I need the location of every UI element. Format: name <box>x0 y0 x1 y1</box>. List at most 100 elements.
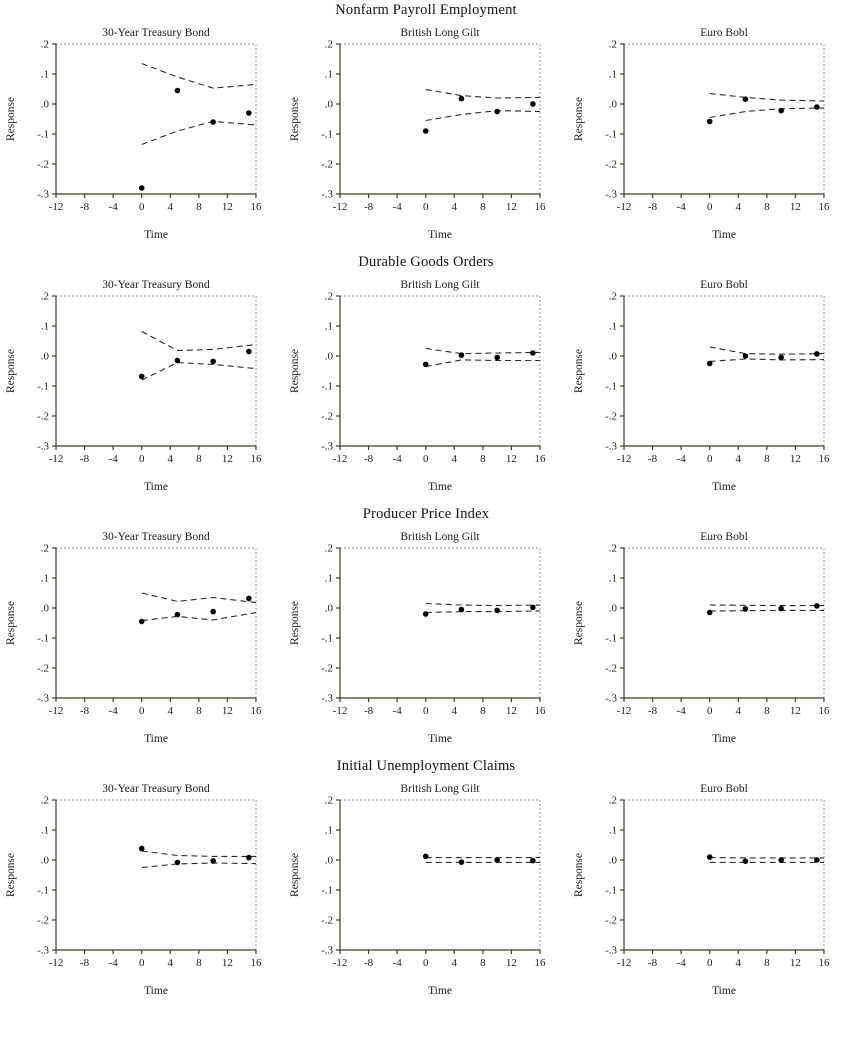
y-axis-label: Response <box>573 601 585 645</box>
x-tick-label: 0 <box>707 957 713 969</box>
x-tick-label: 16 <box>819 957 831 969</box>
chart-title: British Long Gilt <box>400 279 480 291</box>
y-tick-label: .2 <box>609 795 617 807</box>
y-axis-label: Response <box>573 97 585 141</box>
x-tick-label: -12 <box>49 201 64 213</box>
x-tick-label: 12 <box>790 201 801 213</box>
chart-cell: British Long Gilt .2 .1 .0 -.1 -.2 -.3 -12 -8 -4 0… <box>284 22 568 250</box>
confidence-band-upper <box>709 92 825 102</box>
y-tick-label: -.2 <box>321 159 333 171</box>
y-tick-label: -.3 <box>37 189 49 201</box>
x-tick-label: -12 <box>617 957 632 969</box>
data-point <box>246 854 252 861</box>
confidence-band-upper <box>141 592 257 604</box>
data-point <box>246 348 252 355</box>
data-point <box>174 87 181 94</box>
y-tick-label: -.1 <box>321 381 333 393</box>
section-title: Initial Unemployment Claims <box>336 758 516 774</box>
data-point <box>706 360 713 367</box>
confidence-band-lower <box>141 120 257 146</box>
y-tick-label: .0 <box>609 351 618 363</box>
impulse-response-chart: Euro Bobl .2 .1 .0 -.1 -.2 -.3-12 -8 -4 0 4 8 12 16 Re… <box>573 531 830 745</box>
x-tick-label: 4 <box>736 453 742 465</box>
data-point <box>458 352 465 358</box>
section-title: Nonfarm Payroll Employment <box>335 2 517 18</box>
x-tick-label: 4 <box>168 201 174 213</box>
y-axis-label: Response <box>289 601 301 645</box>
y-tick-label: -.2 <box>605 915 617 927</box>
y-tick-label: -.1 <box>321 129 333 141</box>
y-tick-label: .2 <box>325 795 333 807</box>
y-tick-label: .1 <box>325 321 333 333</box>
confidence-band-upper <box>141 62 257 89</box>
data-point <box>494 857 500 863</box>
data-point <box>210 358 216 365</box>
y-tick-label: -.3 <box>321 945 333 957</box>
impulse-response-chart: 30-Year Treasury Bond .2 .1 .0 -.1 -.2 -.3-12 -… <box>5 531 262 745</box>
confidence-band-upper <box>425 347 541 355</box>
y-tick-label: .2 <box>41 795 49 807</box>
data-point <box>138 618 145 625</box>
chart-title: 30-Year Treasury Bond <box>102 279 210 291</box>
x-tick-label: 8 <box>480 201 486 213</box>
x-axis-label: Time <box>144 985 168 997</box>
x-tick-label: 16 <box>251 957 263 969</box>
y-tick-label: .2 <box>609 291 617 303</box>
data-point <box>778 354 784 361</box>
figure-section: Producer Price Index 30-Year Treasury Bon… <box>0 506 852 756</box>
data-point <box>422 611 429 617</box>
x-tick-label: 12 <box>222 201 233 213</box>
data-point <box>422 361 429 368</box>
impulse-response-chart: British Long Gilt .2 .1 .0 -.1 -.2 -.3-12 -8 -4 0… <box>289 783 546 997</box>
x-tick-label: 12 <box>222 957 233 969</box>
chart-title: Euro Bobl <box>700 531 748 543</box>
chart-row: 30-Year Treasury Bond .2.1.0 -.1 -.2 -.3 -12-… <box>0 526 852 754</box>
x-axis-label: Time <box>428 985 452 997</box>
x-tick-label: 8 <box>480 957 486 969</box>
y-tick-label: .1 <box>609 321 617 333</box>
x-tick-label: 8 <box>764 957 770 969</box>
confidence-band-upper <box>141 850 256 857</box>
y-tick-label: -.1 <box>37 381 49 393</box>
y-tick-label: .2 <box>41 543 49 555</box>
y-axis-label: Response <box>5 601 17 645</box>
x-tick-label: -12 <box>333 201 348 213</box>
impulse-response-chart: British Long Gilt .2 .1 .0 -.1 -.2 -.3-12 -8 -4 0… <box>289 279 546 493</box>
data-point <box>778 605 784 612</box>
x-tick-label: 12 <box>506 705 517 717</box>
data-point <box>210 119 216 125</box>
chart-row: 30-Year Treasury Bond .2.1.0 -.1 -.2 -.3 -12-… <box>0 22 852 250</box>
y-tick-label: .1 <box>609 825 617 837</box>
confidence-band-lower <box>709 107 825 119</box>
data-point <box>138 373 145 380</box>
x-tick-label: -8 <box>648 453 658 465</box>
impulse-response-chart: Euro Bobl .2 .1 .0 -.1 -.2 -.3-12 -8 -4 0 4 8 12 16 Re… <box>573 279 830 493</box>
chart-cell: British Long Gilt .2 .1 .0 -.1 -.2 -.3 -12 -8 -4 0… <box>284 778 568 1006</box>
x-tick-label: 12 <box>506 453 517 465</box>
y-tick-label: -.2 <box>605 411 617 423</box>
x-tick-label: -8 <box>80 957 90 969</box>
x-tick-label: -8 <box>364 453 374 465</box>
y-tick-label: -.1 <box>605 381 617 393</box>
x-tick-label: 16 <box>819 201 831 213</box>
y-axis-label: Response <box>573 853 585 897</box>
data-point <box>814 857 820 863</box>
y-tick-label: -.1 <box>321 885 333 897</box>
x-tick-label: 4 <box>168 957 174 969</box>
x-tick-label: -12 <box>333 453 348 465</box>
y-tick-label: .2 <box>325 39 333 51</box>
x-tick-label: 0 <box>707 201 713 213</box>
y-tick-label: .1 <box>41 69 49 81</box>
chart-title: British Long Gilt <box>400 783 480 795</box>
impulse-response-chart: 30-Year Treasury Bond .2 .1 .0 -.1 -.2 -.3-12 -… <box>5 783 263 997</box>
y-tick-label: -.3 <box>37 945 49 957</box>
y-tick-label: .2 <box>325 291 333 303</box>
x-tick-label: 8 <box>480 705 486 717</box>
y-tick-label: -.1 <box>605 885 617 897</box>
data-point <box>422 128 429 134</box>
y-tick-label: -.1 <box>605 129 617 141</box>
confidence-band-upper <box>425 602 541 607</box>
x-tick-label: -8 <box>648 705 658 717</box>
x-tick-label: 12 <box>790 705 801 717</box>
impulse-response-chart: British Long Gilt .2 .1 .0 -.1 -.2 -.3-12 -8 -4 0… <box>289 531 546 745</box>
